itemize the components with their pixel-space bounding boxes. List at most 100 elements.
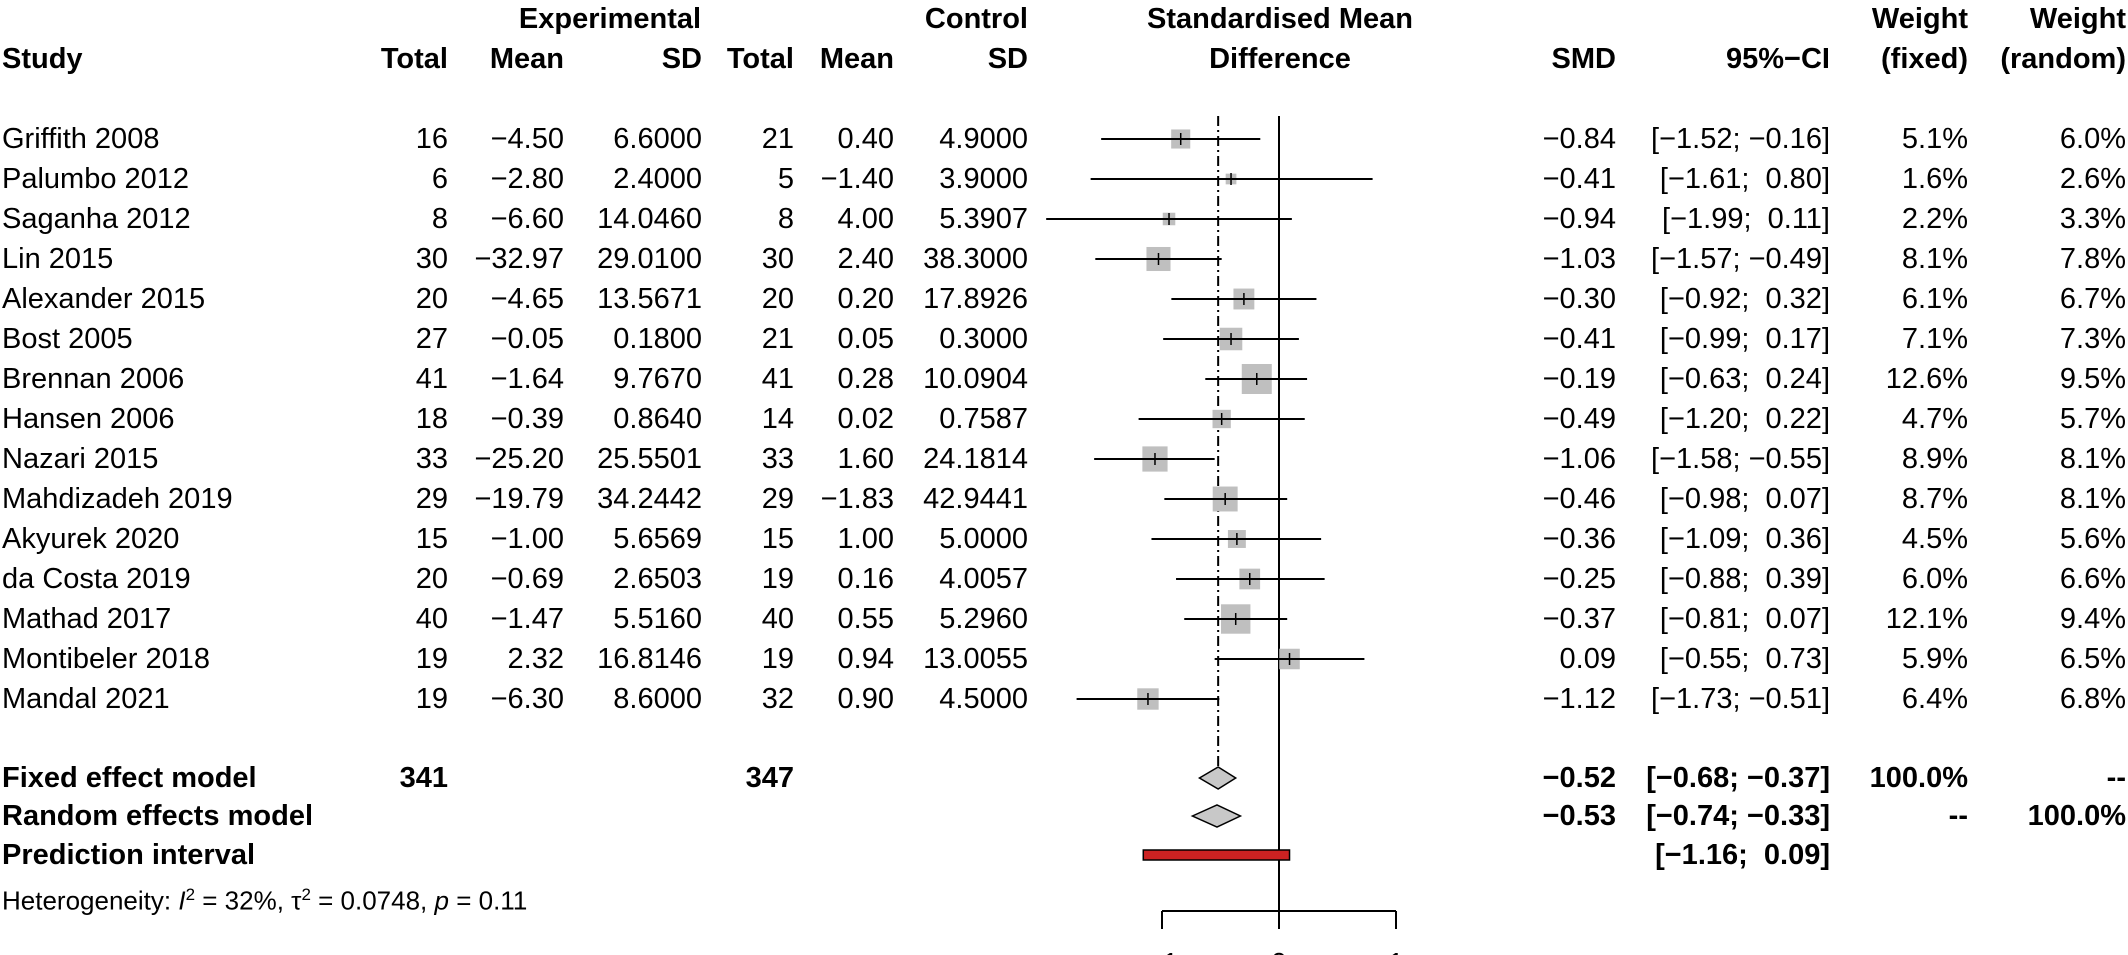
smd-value: −1.03 [1542, 243, 1616, 275]
study-name: Nazari 2015 [2, 443, 159, 475]
header-c-sd: SD [987, 43, 1028, 75]
ci-value: [−1.61; 0.80] [1659, 163, 1830, 195]
e-sd: 34.2442 [597, 483, 702, 515]
het-tau-symbol: τ [291, 885, 302, 916]
random-diamond [1190, 804, 1243, 828]
smd-value: −0.94 [1542, 203, 1616, 235]
header-study: Study [2, 43, 83, 75]
e-mean: −4.65 [490, 283, 564, 315]
e-sd: 0.1800 [613, 323, 702, 355]
smd-value: −0.37 [1542, 603, 1616, 635]
e-total: 20 [415, 563, 448, 595]
c-mean: 0.02 [837, 403, 894, 435]
c-sd: 3.9000 [939, 163, 1028, 195]
c-sd: 4.0057 [939, 563, 1028, 595]
e-sd: 6.6000 [613, 123, 702, 155]
c-mean: 0.05 [837, 323, 894, 355]
het-p-symbol: p [434, 885, 449, 916]
ci-value: [−1.09; 0.36] [1659, 523, 1830, 555]
study-name: Saganha 2012 [2, 203, 191, 235]
fixed-e-total: 341 [399, 762, 448, 794]
c-total: 30 [761, 243, 794, 275]
smd-value: 0.09 [1559, 643, 1616, 675]
weight-random: 6.8% [2059, 683, 2126, 715]
header-c-mean: Mean [819, 43, 894, 75]
header-e-mean: Mean [489, 43, 564, 75]
het-tau-value: = 0.0748, [310, 885, 435, 916]
e-mean: −6.30 [490, 683, 564, 715]
x-tick-label: 0 [1271, 948, 1287, 955]
weight-fixed: 7.1% [1901, 323, 1968, 355]
x-tick-label: −1 [1145, 948, 1178, 955]
prediction-ci: [−1.16; 0.09] [1655, 839, 1830, 871]
weight-fixed: 12.1% [1885, 603, 1968, 635]
ci-value: [−1.73; −0.51] [1651, 683, 1830, 715]
e-mean: −1.47 [490, 603, 564, 635]
c-total: 14 [761, 403, 794, 435]
c-mean: 0.90 [837, 683, 894, 715]
c-mean: 0.16 [837, 563, 894, 595]
e-total: 18 [415, 403, 448, 435]
weight-fixed: 12.6% [1885, 363, 1968, 395]
study-name: da Costa 2019 [2, 563, 191, 595]
fixed-diamond [1197, 766, 1238, 790]
e-mean: −32.97 [474, 243, 564, 275]
ci-value: [−1.20; 0.22] [1659, 403, 1830, 435]
study-name: Montibeler 2018 [2, 643, 210, 675]
smd-value: −1.12 [1542, 683, 1616, 715]
c-total: 5 [777, 163, 794, 195]
e-total: 8 [431, 203, 448, 235]
weight-random: 9.4% [2059, 603, 2126, 635]
ci-value: [−1.58; −0.55] [1651, 443, 1830, 475]
ci-value: [−1.57; −0.49] [1651, 243, 1830, 275]
het-i2-sup: 2 [185, 885, 196, 904]
e-sd: 25.5501 [597, 443, 702, 475]
weight-fixed: 5.1% [1901, 123, 1968, 155]
weight-random: 7.3% [2059, 323, 2126, 355]
header-control: Control [924, 3, 1028, 35]
e-sd: 29.0100 [597, 243, 702, 275]
weight-random: 5.6% [2059, 523, 2126, 555]
weight-random: 5.7% [2059, 403, 2126, 435]
e-total: 19 [415, 643, 448, 675]
fixed-label: Fixed effect model [2, 762, 257, 794]
het-tau-sup: 2 [301, 885, 311, 904]
weight-random: 9.5% [2059, 363, 2126, 395]
study-name: Lin 2015 [2, 243, 114, 275]
e-sd: 8.6000 [613, 683, 702, 715]
header-e-total: Total [380, 43, 448, 75]
c-total: 41 [761, 363, 794, 395]
ci-value: [−0.88; 0.39] [1659, 563, 1830, 595]
c-total: 29 [761, 483, 794, 515]
weight-random: 6.0% [2059, 123, 2126, 155]
weight-random: 2.6% [2059, 163, 2126, 195]
header-fixed: (fixed) [1881, 43, 1968, 75]
e-sd: 2.4000 [613, 163, 702, 195]
e-mean: 2.32 [507, 643, 564, 675]
c-sd: 17.8926 [923, 283, 1028, 315]
e-sd: 16.8146 [597, 643, 702, 675]
c-total: 19 [761, 563, 794, 595]
het-prefix: Heterogeneity: [2, 885, 179, 916]
fixed-ci: [−0.68; −0.37] [1646, 762, 1830, 794]
weight-random: 6.7% [2059, 283, 2126, 315]
weight-fixed: 4.5% [1901, 523, 1968, 555]
e-total: 29 [415, 483, 448, 515]
c-total: 32 [761, 683, 794, 715]
ci-value: [−0.92; 0.32] [1659, 283, 1830, 315]
weight-fixed: 8.7% [1901, 483, 1968, 515]
ci-value: [−0.55; 0.73] [1659, 643, 1830, 675]
study-name: Palumbo 2012 [2, 163, 190, 195]
e-total: 41 [415, 363, 448, 395]
e-total: 30 [415, 243, 448, 275]
e-mean: −25.20 [474, 443, 564, 475]
weight-random: 7.8% [2059, 243, 2126, 275]
random-smd: −0.53 [1542, 800, 1616, 832]
smd-value: −0.41 [1542, 163, 1616, 195]
c-mean: 1.60 [837, 443, 894, 475]
c-sd: 5.3907 [939, 203, 1028, 235]
e-total: 16 [415, 123, 448, 155]
header-smd: SMD [1551, 43, 1616, 75]
fixed-weight-random: -- [2106, 762, 2126, 794]
weight-random: 8.1% [2059, 483, 2126, 515]
